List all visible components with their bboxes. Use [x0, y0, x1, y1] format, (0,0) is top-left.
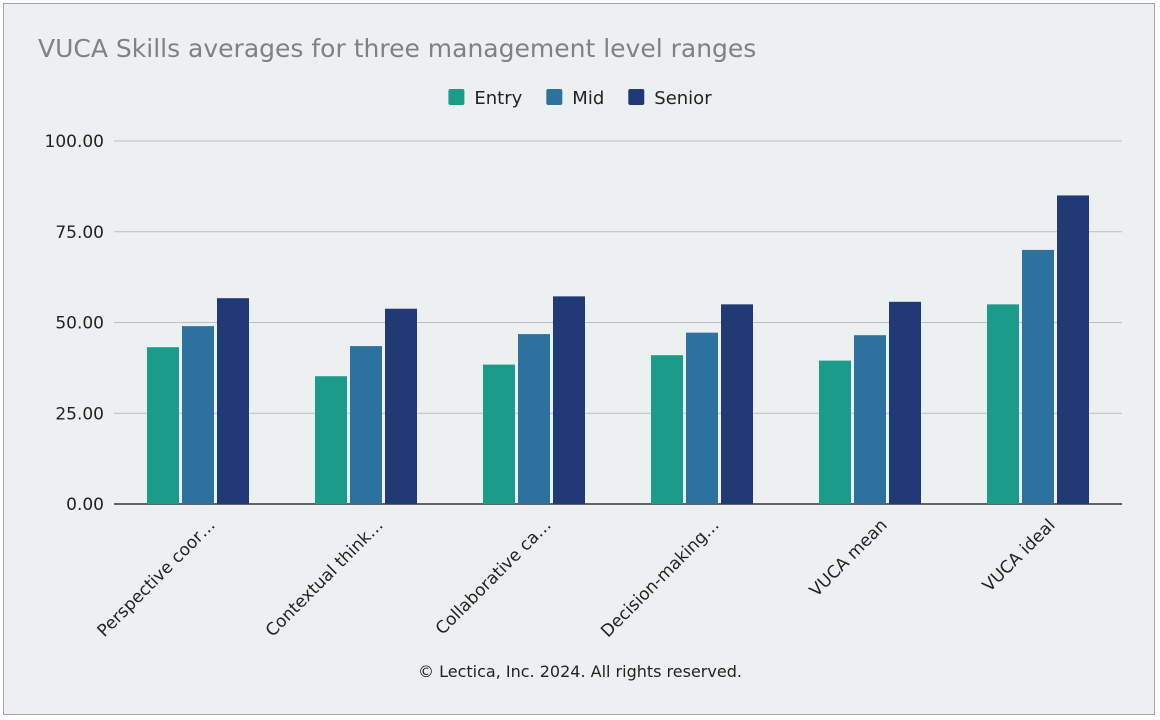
bar-entry — [819, 360, 851, 504]
x-tick-label: Collaborative ca… — [432, 515, 556, 639]
bar-senior — [1057, 195, 1089, 504]
y-tick-label: 75.00 — [55, 223, 104, 243]
bar-mid — [854, 335, 886, 504]
bar-entry — [147, 347, 179, 504]
y-tick-label: 50.00 — [55, 314, 104, 334]
bar-mid — [350, 346, 382, 504]
bar-entry — [483, 364, 515, 504]
x-tick-label: Perspective coor… — [94, 515, 220, 641]
y-tick-label: 25.00 — [55, 404, 104, 424]
bar-entry — [651, 355, 683, 504]
bar-entry — [987, 304, 1019, 504]
legend-swatch-senior — [628, 89, 645, 105]
x-tick-label: VUCA mean — [806, 515, 892, 601]
bar-senior — [217, 298, 249, 504]
legend-label-mid: Mid — [572, 88, 604, 109]
legend-swatch-entry — [448, 89, 465, 105]
x-tick-label: Decision-making… — [597, 515, 723, 641]
legend-swatch-mid — [546, 89, 563, 105]
copyright-notice: © Lectica, Inc. 2024. All rights reserve… — [418, 662, 742, 681]
bar-mid — [182, 326, 214, 504]
bar-entry — [315, 376, 347, 504]
bar-senior — [553, 296, 585, 504]
y-tick-label: 0.00 — [66, 495, 104, 515]
chart-title: VUCA Skills averages for three managemen… — [38, 34, 757, 63]
bar-mid — [1022, 249, 1054, 504]
bar-senior — [889, 301, 921, 504]
bar-mid — [686, 332, 718, 504]
bar-senior — [385, 308, 417, 504]
bar-mid — [518, 334, 550, 504]
x-tick-label: VUCA ideal — [979, 515, 1060, 596]
bar-senior — [721, 304, 753, 504]
legend-label-senior: Senior — [654, 88, 712, 109]
x-tick-label: Contextual think… — [262, 515, 388, 641]
legend-label-entry: Entry — [474, 88, 522, 109]
y-tick-label: 100.00 — [45, 132, 104, 152]
